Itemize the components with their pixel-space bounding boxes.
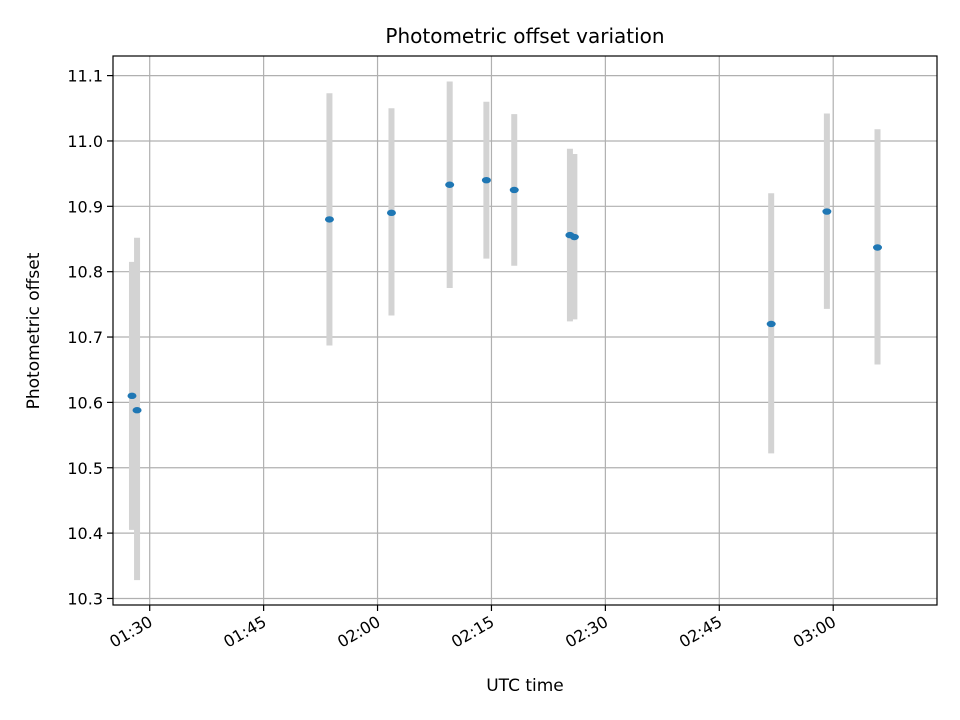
data-point bbox=[127, 392, 137, 400]
y-tick-label: 11.0 bbox=[67, 132, 103, 151]
data-point bbox=[822, 208, 832, 215]
data-point bbox=[481, 176, 491, 184]
grid bbox=[113, 56, 937, 605]
y-tick-label: 10.7 bbox=[67, 328, 103, 347]
x-tick-label: 03:00 bbox=[790, 612, 839, 652]
chart-title: Photometric offset variation bbox=[385, 24, 664, 48]
y-tick-label: 10.4 bbox=[67, 524, 103, 543]
y-tick-label: 10.6 bbox=[67, 393, 103, 412]
y-tick-label: 10.3 bbox=[67, 589, 103, 608]
data-points bbox=[127, 176, 883, 414]
x-tick-label: 02:15 bbox=[448, 612, 497, 652]
data-point bbox=[873, 244, 883, 251]
data-point bbox=[445, 181, 455, 188]
y-tick-label: 11.1 bbox=[67, 67, 103, 86]
x-tick-label: 01:30 bbox=[106, 612, 155, 652]
x-tick-label: 02:00 bbox=[334, 612, 383, 652]
data-point bbox=[766, 320, 776, 328]
plot-frame bbox=[112, 55, 938, 606]
x-tick-label: 01:45 bbox=[220, 612, 269, 652]
y-tick-label: 10.5 bbox=[67, 459, 103, 478]
y-axis-label: Photometric offset bbox=[24, 252, 44, 409]
y-tick-label: 10.9 bbox=[67, 197, 103, 216]
x-axis-label: UTC time bbox=[486, 676, 564, 696]
y-tick-label: 10.8 bbox=[67, 263, 103, 282]
data-point bbox=[569, 233, 579, 241]
data-point bbox=[509, 186, 519, 194]
data-point bbox=[324, 216, 334, 223]
error-bars bbox=[128, 81, 881, 581]
x-tick-label: 02:45 bbox=[676, 612, 725, 652]
data-point bbox=[386, 209, 396, 217]
data-point bbox=[132, 407, 142, 414]
axis-ticks: 10.3 10.4 10.5 10.6 10.7 10.8 10.9 11.0 11.1 01:3… bbox=[67, 67, 839, 652]
x-tick-label: 02:30 bbox=[562, 612, 611, 652]
